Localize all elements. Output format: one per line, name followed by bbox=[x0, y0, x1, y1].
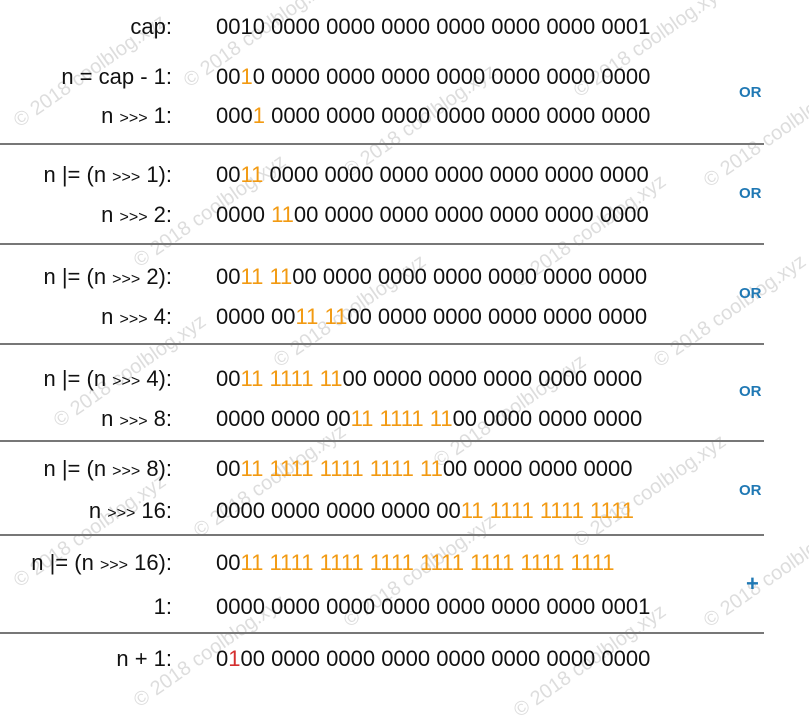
row-label: n |= (n >>> 4): bbox=[43, 366, 172, 391]
binary-value: 0100 0000 0000 0000 0000 0000 0000 0000 bbox=[216, 646, 651, 671]
row-label: n + 1: bbox=[116, 646, 172, 671]
binary-value: 0001 0000 0000 0000 0000 0000 0000 0000 bbox=[216, 103, 651, 128]
operation-row: n >>> 2: 0000 1100 0000 0000 0000 0000 00… bbox=[0, 200, 809, 230]
section-divider bbox=[0, 440, 764, 442]
or-operator: OR bbox=[739, 285, 762, 302]
binary-value: 0010 0000 0000 0000 0000 0000 0000 0000 bbox=[216, 64, 651, 89]
binary-value: 0011 1100 0000 0000 0000 0000 0000 0000 bbox=[216, 264, 648, 289]
binary-value: 0010 0000 0000 0000 0000 0000 0000 0001 bbox=[216, 14, 651, 39]
row-label: n |= (n >>> 2): bbox=[43, 264, 172, 289]
operation-row: n >>> 4: 0000 0011 1100 0000 0000 0000 00… bbox=[0, 302, 809, 332]
binary-value: 0011 1111 1111 1111 1100 0000 0000 0000 bbox=[216, 456, 633, 481]
section-divider bbox=[0, 143, 764, 145]
binary-value: 0000 0000 0000 0000 0000 0000 0000 0001 bbox=[216, 594, 651, 619]
row-label: n = cap - 1: bbox=[61, 64, 172, 89]
plus-operator: + bbox=[746, 571, 759, 596]
row-label: n |= (n >>> 1): bbox=[43, 162, 172, 187]
operation-row: n >>> 1: 0001 0000 0000 0000 0000 0000 00… bbox=[0, 101, 809, 131]
row-label: n >>> 16: bbox=[88, 498, 172, 523]
row-label: n |= (n >>> 8): bbox=[43, 456, 172, 481]
row-label: n >>> 2: bbox=[101, 202, 172, 227]
operation-row: n + 1: 0100 0000 0000 0000 0000 0000 0000… bbox=[0, 644, 809, 674]
row-label: n |= (n >>> 16): bbox=[31, 550, 172, 575]
section-divider bbox=[0, 632, 764, 634]
operation-row: cap: 0010 0000 0000 0000 0000 0000 0000 0… bbox=[0, 12, 809, 42]
binary-value: 0000 1100 0000 0000 0000 0000 0000 0000 bbox=[216, 202, 649, 227]
or-operator: OR bbox=[739, 482, 762, 499]
binary-value: 0000 0000 0000 0000 0011 1111 1111 1111 bbox=[216, 498, 635, 523]
binary-value: 0000 0011 1100 0000 0000 0000 0000 0000 bbox=[216, 304, 648, 329]
row-label: cap: bbox=[130, 14, 172, 39]
or-operator: OR bbox=[739, 383, 762, 400]
operation-row: n |= (n >>> 16): 0011 1111 1111 1111 1111… bbox=[0, 548, 809, 578]
binary-value: 0011 0000 0000 0000 0000 0000 0000 0000 bbox=[216, 162, 649, 187]
or-operator: OR bbox=[739, 185, 762, 202]
or-operator: OR bbox=[739, 84, 762, 101]
binary-value: 0011 1111 1111 1111 1111 1111 1111 1111 bbox=[216, 550, 615, 575]
row-label: n >>> 4: bbox=[101, 304, 172, 329]
operation-row: n = cap - 1: 0010 0000 0000 0000 0000 000… bbox=[0, 62, 809, 92]
operation-row: n |= (n >>> 4): 0011 1111 1100 0000 0000 … bbox=[0, 364, 809, 394]
operation-row: n |= (n >>> 1): 0011 0000 0000 0000 0000 … bbox=[0, 160, 809, 190]
section-divider bbox=[0, 343, 764, 345]
operation-row: n >>> 8: 0000 0000 0011 1111 1100 0000 00… bbox=[0, 404, 809, 434]
binary-value: 0000 0000 0011 1111 1100 0000 0000 0000 bbox=[216, 406, 643, 431]
operation-row: n |= (n >>> 2): 0011 1100 0000 0000 0000 … bbox=[0, 262, 809, 292]
row-label: n >>> 8: bbox=[101, 406, 172, 431]
operation-row: 1: 0000 0000 0000 0000 0000 0000 0000 000… bbox=[0, 592, 809, 622]
row-label: 1: bbox=[153, 594, 172, 619]
operation-row: n |= (n >>> 8): 0011 1111 1111 1111 1100 … bbox=[0, 454, 809, 484]
section-divider bbox=[0, 534, 764, 536]
binary-value: 0011 1111 1100 0000 0000 0000 0000 0000 bbox=[216, 366, 643, 391]
operation-row: n >>> 16: 0000 0000 0000 0000 0011 1111 1… bbox=[0, 496, 809, 526]
row-label: n >>> 1: bbox=[101, 103, 172, 128]
section-divider bbox=[0, 243, 764, 245]
